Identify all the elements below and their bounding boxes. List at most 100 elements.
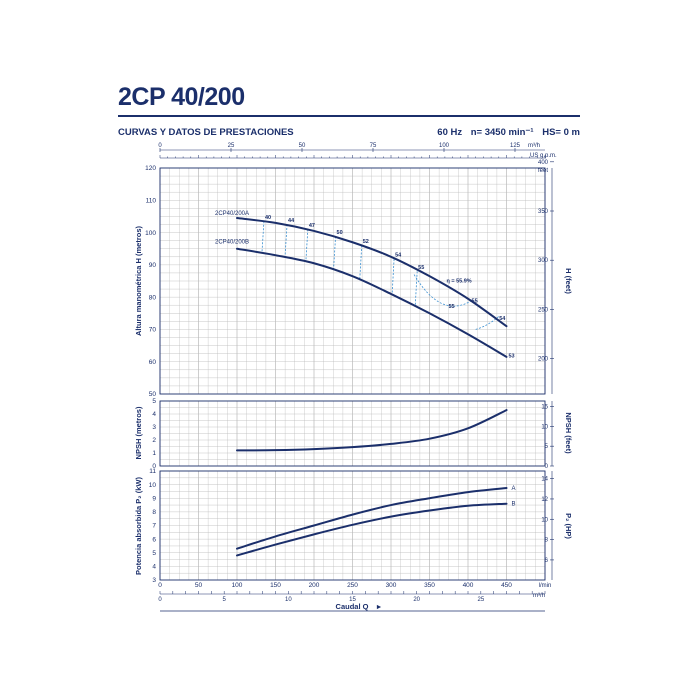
power-panel-ytick-label: 4 (152, 564, 156, 571)
x-tick-label: 450 (501, 582, 512, 589)
efficiency-label: 55 (448, 304, 454, 310)
head-panel-ytick-label: 120 (145, 165, 156, 172)
subtitle: CURVAS Y DATOS DE PRESTACIONES (118, 127, 294, 138)
efficiency-label: 55 (418, 265, 424, 271)
speed-label: n= 3450 min⁻¹ (470, 127, 534, 138)
power-panel-ytick-label: 9 (152, 495, 156, 502)
x-tick-label: 400 (463, 582, 474, 589)
npsh-right-tick-label: 15 (541, 405, 548, 411)
power-panel-ytick-label: 3 (152, 577, 156, 584)
efficiency-iso-line (414, 271, 418, 307)
x-tick-label: 0 (158, 582, 162, 589)
top-axis-m3h-label: 25 (228, 143, 235, 149)
head-panel-frame (159, 167, 546, 395)
power-right-tick-label: 12 (541, 497, 548, 503)
power-y-right-axis-label: P₂ (HP) (564, 513, 573, 539)
power-panel-ytick-label: 11 (149, 468, 156, 475)
series-label-b: 2CP40/200B (215, 240, 249, 246)
x2-axis-unit: m³/h (533, 593, 545, 599)
top-axis-m3h-unit: m³/h (528, 143, 540, 149)
efficiency-label: 54 (499, 316, 506, 322)
head-y-right-axis-label: H (feet) (564, 268, 573, 294)
x2-tick-label: 0 (158, 597, 162, 603)
power-curve-a (236, 487, 508, 550)
power-series-label: B (512, 502, 516, 508)
power-curve-b (236, 502, 508, 557)
x-tick-label: 100 (232, 582, 243, 589)
x2-tick-label: 5 (222, 597, 226, 603)
title-rule (118, 115, 580, 117)
series-label-a: 2CP40/200A (215, 211, 249, 217)
top-axis-us-unit: US g.p.m. (530, 153, 557, 159)
power-series-label: A (512, 486, 516, 492)
efficiency-iso-line (305, 229, 309, 262)
npsh-panel-ytick-label: 0 (152, 463, 156, 470)
efficiency-label: 54 (395, 253, 402, 259)
head-right-tick-label: 350 (538, 209, 549, 215)
head-panel-ytick-label: 90 (149, 262, 157, 269)
npsh-panel-ytick-label: 1 (152, 450, 156, 457)
top-axis-m3h-label: 75 (370, 143, 377, 149)
head-panel-ytick-label: 60 (149, 359, 157, 366)
x2-tick-label: 10 (285, 597, 292, 603)
npsh-panel-ytick-label: 4 (152, 411, 156, 418)
x-axis-label: Caudal Q (336, 602, 369, 611)
head-panel-ytick-label: 100 (145, 230, 156, 237)
x-tick-label: 300 (386, 582, 397, 589)
npsh-right-tick-label: 0 (545, 464, 549, 470)
efficiency-iso-line (261, 221, 265, 253)
efficiency-label: 55 (472, 298, 478, 304)
x2-tick-label: 15 (349, 597, 356, 603)
head-panel-ytick-label: 110 (146, 197, 157, 204)
efficiency-label: 40 (265, 215, 271, 221)
efficiency-iso-line (391, 259, 395, 296)
npsh-y-axis-label: NPSH (metros) (134, 406, 143, 459)
power-right-tick-label: 14 (541, 477, 548, 483)
top-axis-m3h-label: 0 (158, 143, 162, 149)
head-right-unit: feet (538, 168, 548, 174)
head-right-tick-label: 200 (538, 357, 549, 363)
power-right-tick-label: 6 (545, 558, 549, 564)
top-axis-m3h-label: 50 (299, 143, 306, 149)
head-curve-a (236, 217, 508, 328)
power-panel-ytick-label: 5 (152, 550, 156, 557)
efficiency-label: 47 (309, 223, 315, 229)
x-tick-label: 50 (195, 582, 203, 589)
power-right-tick-label: 8 (545, 538, 549, 544)
operating-conditions: 60 Hz n= 3450 min⁻¹ HS= 0 m (431, 127, 580, 138)
efficiency-label: 52 (363, 239, 369, 245)
x-tick-label: 150 (270, 582, 281, 589)
power-panel-ytick-label: 6 (152, 536, 156, 543)
npsh-panel-frame (159, 400, 546, 467)
head-panel-ytick-label: 80 (149, 294, 157, 301)
head-y-axis-label: Altura manométrica H (metros) (134, 225, 143, 336)
npsh-panel-ytick-label: 5 (152, 398, 156, 405)
power-panel-ytick-label: 7 (152, 523, 156, 530)
hs-label: HS= 0 m (542, 127, 580, 138)
npsh-panel-ytick-label: 3 (152, 424, 156, 431)
npsh-right-tick-label: 10 (541, 424, 548, 430)
efficiency-iso-line (359, 245, 363, 280)
x-axis-arrow: ▸ (376, 602, 382, 611)
efficiency-iso-line (284, 224, 288, 257)
x-tick-label: 200 (309, 582, 320, 589)
efficiency-label: 53 (509, 353, 515, 359)
efficiency-peak-label: η = 55.9% (446, 279, 471, 285)
npsh-panel-ytick-label: 2 (152, 437, 156, 444)
power-y-axis-label: Potencia absorbida P₂ (kW) (134, 477, 143, 575)
x-tick-label: 250 (347, 582, 358, 589)
efficiency-label: 50 (337, 230, 343, 236)
top-axis-m3h-label: 125 (510, 143, 521, 149)
x2-tick-label: 25 (477, 597, 484, 603)
head-right-tick-label: 300 (538, 258, 549, 264)
x-axis-unit: l/min (539, 583, 552, 589)
npsh-curve (236, 409, 508, 452)
frequency-label: 60 Hz (437, 127, 463, 138)
efficiency-label: 44 (288, 218, 295, 224)
head-curve-b (236, 247, 508, 358)
power-panel-ytick-label: 10 (149, 482, 157, 489)
npsh-y-right-axis-label: NPSH (feet) (564, 412, 573, 454)
head-right-tick-label: 400 (538, 160, 549, 166)
npsh-right-tick-label: 5 (545, 444, 549, 450)
